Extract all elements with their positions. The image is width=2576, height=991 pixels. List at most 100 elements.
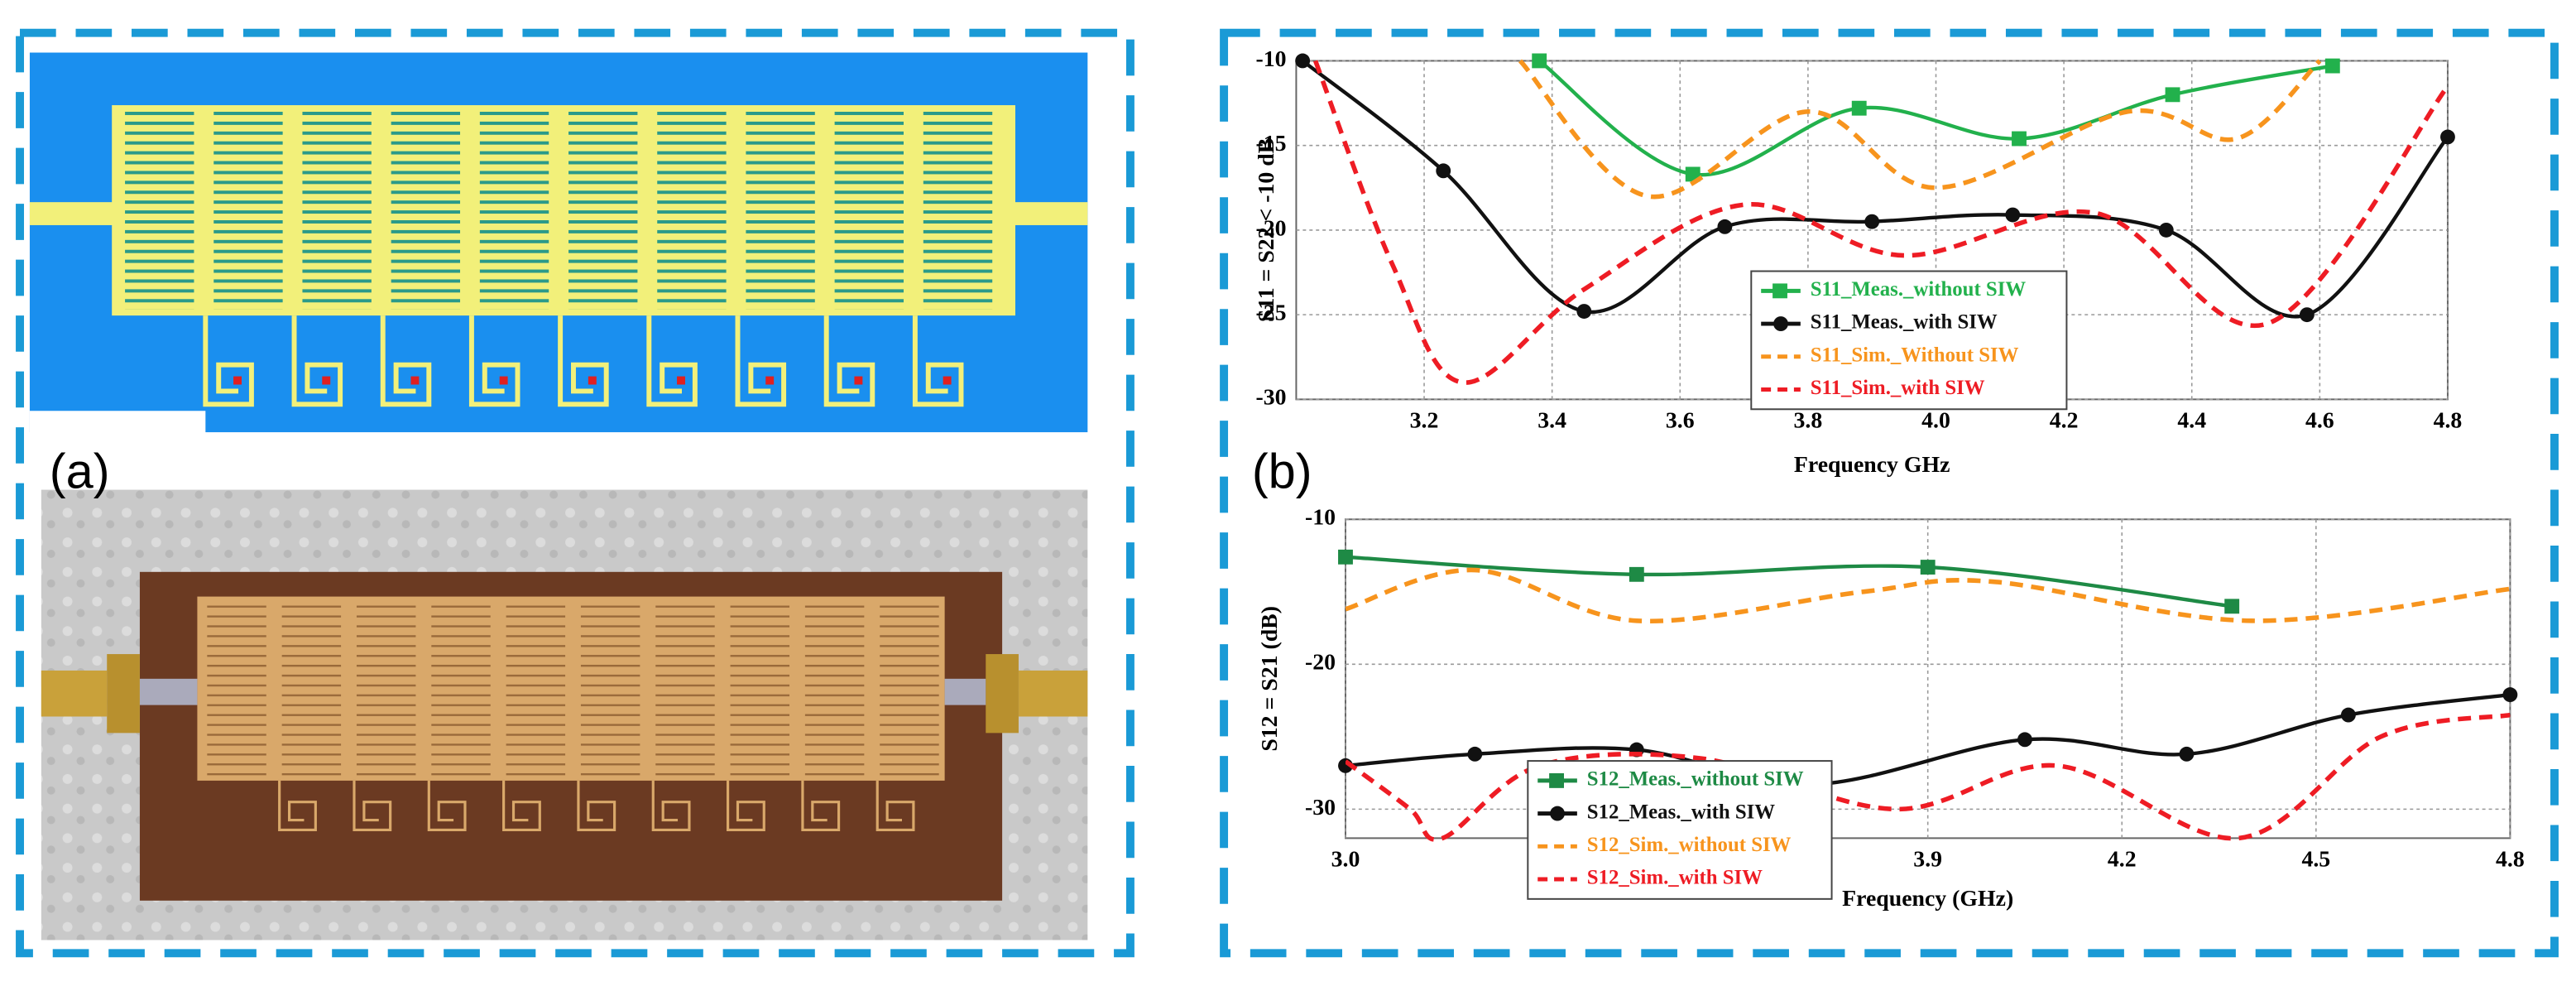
panel-label: (b) [1252, 443, 1312, 498]
marker [1920, 560, 1936, 575]
via [499, 376, 508, 385]
marker [2340, 707, 2356, 723]
y-tick-label: -20 [1305, 650, 1336, 676]
legend-marker [1773, 316, 1788, 331]
legend-label: S12_Meas._with SIW [1587, 801, 1776, 823]
spiral [380, 315, 432, 407]
finger [302, 111, 372, 310]
spiral [801, 780, 841, 832]
finger [804, 601, 865, 776]
finger [746, 111, 815, 310]
marker [1717, 219, 1733, 234]
marker [1295, 53, 1311, 69]
spiral [727, 780, 765, 832]
finger [568, 111, 638, 310]
spiral [646, 315, 698, 407]
spiral [651, 780, 691, 832]
legend-label: S12_Meas._without SIW [1587, 768, 1804, 791]
x-axis-label: Frequency (GHz) [1842, 886, 2013, 912]
finger [506, 601, 566, 776]
legend-box [1750, 270, 2068, 411]
finger [281, 601, 342, 776]
panel-border [1220, 28, 2559, 958]
via [410, 376, 420, 385]
series-line [1345, 567, 2511, 624]
x-tick-label: 4.5 [2301, 847, 2330, 873]
marker [1338, 549, 1353, 565]
series-line [1313, 60, 2448, 385]
finger [730, 601, 790, 776]
x-tick-label: 4.2 [2050, 408, 2079, 434]
series-line [1345, 555, 2233, 609]
marker [2299, 307, 2315, 323]
marker [2224, 599, 2240, 614]
x-tick-label: 3.8 [1794, 408, 1823, 434]
x-tick-label: 4.8 [2496, 847, 2525, 873]
marker [2165, 87, 2180, 103]
finger [655, 601, 715, 776]
marker [1629, 566, 1644, 582]
via [588, 376, 597, 385]
legend-label: S11_Sim._with SIW [1811, 377, 1985, 399]
marker [2440, 129, 2455, 145]
spiral [735, 315, 787, 407]
via [233, 376, 242, 385]
marker [1467, 746, 1483, 762]
marker [1436, 163, 1451, 179]
marker [2502, 687, 2518, 703]
x-tick-label: 3.6 [1666, 408, 1695, 434]
prototype-photo [41, 489, 1088, 940]
spiral [203, 315, 254, 407]
x-tick-label: 4.2 [2108, 847, 2137, 873]
marker [1532, 53, 1547, 69]
spiral [502, 780, 541, 832]
spiral [468, 315, 520, 407]
finger [391, 111, 461, 310]
spiral [823, 315, 875, 407]
x-tick-label: 4.8 [2434, 408, 2463, 434]
marker [2012, 131, 2027, 147]
via [322, 376, 331, 385]
y-tick-label: -15 [1255, 131, 1286, 156]
marker [2017, 732, 2032, 748]
series-line [1345, 692, 2511, 787]
marker [1685, 166, 1701, 182]
finger [657, 111, 727, 310]
y-tick-label: -10 [1255, 46, 1286, 72]
layout-image [29, 52, 1088, 435]
x-axis-label: Frequency GHz [1794, 452, 1950, 478]
x-tick-label: 3.0 [1331, 847, 1360, 873]
marker [2324, 58, 2340, 74]
series-line [1518, 59, 2322, 200]
marker [2005, 207, 2021, 223]
y-tick-label: -30 [1255, 385, 1286, 411]
finger [213, 111, 283, 310]
finger [580, 601, 640, 776]
spiral [558, 315, 609, 407]
x-tick-label: 3.4 [1537, 408, 1566, 434]
marker [1576, 304, 1592, 319]
finger [356, 601, 416, 776]
panel-label: (a) [50, 443, 110, 498]
via [943, 376, 952, 385]
marker [2158, 222, 2174, 238]
finger [207, 601, 266, 776]
legend-label: S11_Sim._Without SIW [1811, 344, 2019, 366]
legend-marker [1549, 772, 1564, 788]
finger [431, 601, 491, 776]
y-tick-label: -20 [1255, 215, 1286, 241]
via [854, 376, 863, 385]
x-tick-label: 3.2 [1410, 408, 1439, 434]
via [765, 376, 775, 385]
spiral [353, 780, 392, 832]
spiral [427, 780, 467, 832]
series-line [1345, 712, 2511, 842]
legend-label: S11_Meas._without SIW [1811, 278, 2027, 301]
y-tick-label: -25 [1255, 301, 1286, 326]
finger [880, 601, 939, 776]
x-tick-label: 4.4 [2177, 408, 2206, 434]
x-tick-label: 4.6 [2305, 408, 2334, 434]
spiral [875, 780, 915, 832]
finger [834, 111, 904, 310]
